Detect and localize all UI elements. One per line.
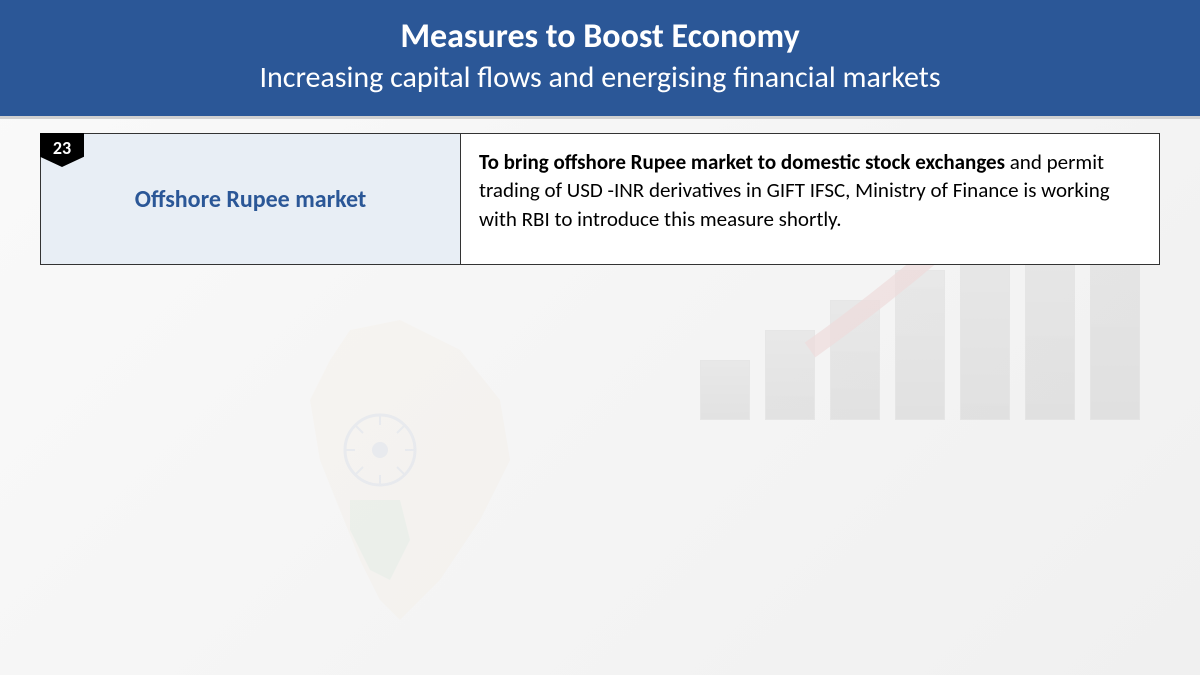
- measure-description-bold: To bring offshore Rupee market to domest…: [479, 149, 1005, 175]
- bg-bar: [700, 360, 750, 420]
- slide-header: Measures to Boost Economy Increasing cap…: [0, 0, 1200, 119]
- bg-india-map-icon: [200, 300, 600, 650]
- measure-description: To bring offshore Rupee market to domest…: [479, 148, 1141, 233]
- slide-title: Measures to Boost Economy: [40, 16, 1160, 57]
- slide-subtitle: Increasing capital flows and energising …: [40, 59, 1160, 96]
- measure-number-badge: 23: [40, 133, 84, 167]
- measure-label: Offshore Rupee market: [115, 185, 386, 214]
- slide-content: 23 Offshore Rupee market To bring offsho…: [0, 119, 1200, 279]
- measure-left-panel: 23 Offshore Rupee market: [41, 134, 461, 264]
- measure-right-panel: To bring offshore Rupee market to domest…: [461, 134, 1159, 264]
- measure-item: 23 Offshore Rupee market To bring offsho…: [40, 133, 1160, 265]
